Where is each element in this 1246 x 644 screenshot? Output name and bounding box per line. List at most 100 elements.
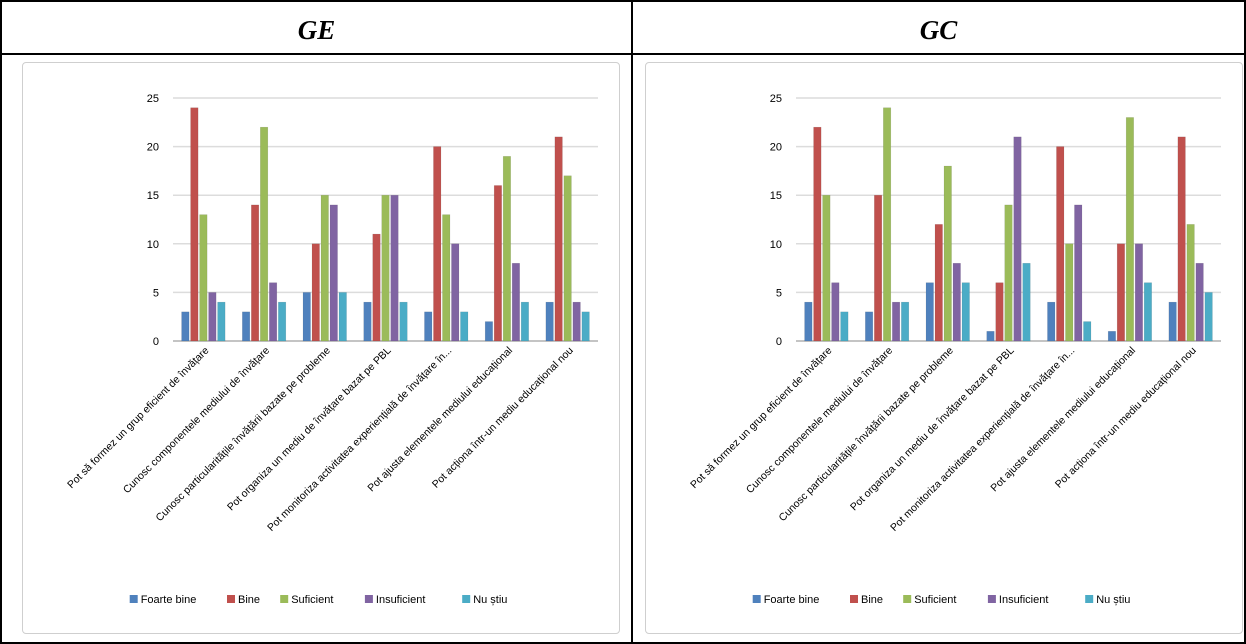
y-tick-label: 10 xyxy=(147,239,159,251)
panel-title-gc: GC xyxy=(919,15,958,45)
bar xyxy=(952,262,961,342)
bar xyxy=(493,185,502,342)
bar xyxy=(1056,146,1065,342)
bar xyxy=(329,204,338,342)
legend-swatch xyxy=(364,595,373,603)
bar xyxy=(1177,136,1186,342)
bar xyxy=(433,146,442,342)
bar xyxy=(302,292,311,342)
bar xyxy=(901,301,910,342)
bar xyxy=(1195,262,1204,342)
bar xyxy=(208,292,217,342)
bar xyxy=(563,175,572,342)
y-tick-label: 10 xyxy=(770,239,782,251)
y-tick-label: 0 xyxy=(776,336,782,348)
x-category-label: Pot acționa într-un mediu educațional no… xyxy=(1053,345,1199,491)
bar xyxy=(874,194,883,342)
bar xyxy=(1047,301,1056,342)
bar xyxy=(190,107,199,342)
bar xyxy=(822,194,831,342)
bar xyxy=(554,136,563,342)
y-tick-label: 5 xyxy=(153,287,159,299)
y-tick-label: 0 xyxy=(153,336,159,348)
bar xyxy=(1004,204,1013,342)
bar xyxy=(1125,117,1134,342)
legend-label: Foarte bine xyxy=(764,594,820,606)
legend: Foarte bine Bine Suficient Insuficient Nu șt… xyxy=(129,594,507,606)
x-category-label: Pot acționa într-un mediu educațional no… xyxy=(430,345,576,491)
bar xyxy=(269,282,278,342)
bar xyxy=(986,331,995,342)
table-border-top xyxy=(0,0,1246,2)
bar xyxy=(311,243,320,342)
bar xyxy=(943,165,952,342)
bar xyxy=(399,301,408,342)
bar xyxy=(251,204,260,342)
bar xyxy=(260,126,269,342)
bar xyxy=(1083,321,1092,342)
bar xyxy=(424,311,433,342)
bar xyxy=(1022,262,1031,342)
bar xyxy=(242,311,251,342)
legend-swatch xyxy=(227,595,235,603)
bar xyxy=(278,301,287,342)
bar xyxy=(381,194,390,342)
bar xyxy=(451,243,460,342)
bar xyxy=(181,311,190,342)
legend-label: Nu știu xyxy=(473,594,507,606)
y-tick-label: 25 xyxy=(770,93,782,105)
legend-swatch xyxy=(752,595,761,603)
legend-swatch xyxy=(129,595,138,603)
bar xyxy=(961,282,970,342)
table-border-bottom xyxy=(0,642,1246,644)
bar xyxy=(1107,331,1116,342)
bar xyxy=(572,301,581,342)
legend-swatch xyxy=(280,595,289,603)
table-border-right xyxy=(1244,0,1246,644)
bar xyxy=(1186,224,1195,342)
bar xyxy=(363,301,372,342)
bar xyxy=(581,311,590,342)
chart-frame-gc: 0 5 10 15 20 25 Pot să formez un grup eficient… xyxy=(645,62,1243,634)
legend-swatch xyxy=(850,595,858,603)
legend-label: Insuficient xyxy=(999,594,1049,606)
legend-label: Bine xyxy=(861,594,883,606)
bar xyxy=(511,262,520,342)
y-tick-label: 5 xyxy=(776,287,782,299)
bar xyxy=(865,311,874,342)
bar xyxy=(1074,204,1083,342)
legend-swatch xyxy=(1085,595,1094,603)
table-column-divider xyxy=(631,0,633,644)
legend-label: Foarte bine xyxy=(141,594,197,606)
bar xyxy=(804,301,813,342)
bar xyxy=(199,214,208,342)
bar xyxy=(1013,136,1022,342)
y-tick-label: 25 xyxy=(147,93,159,105)
bar xyxy=(217,301,226,342)
bar xyxy=(372,233,381,342)
y-tick-label: 15 xyxy=(770,190,782,202)
bar xyxy=(338,292,347,342)
bar xyxy=(840,311,849,342)
bar xyxy=(831,282,840,342)
bar xyxy=(1116,243,1125,342)
y-tick-label: 20 xyxy=(770,142,782,154)
bar xyxy=(484,321,493,342)
bar xyxy=(442,214,451,342)
legend-label: Insuficient xyxy=(376,594,426,606)
y-tick-label: 15 xyxy=(147,190,159,202)
y-tick-label: 20 xyxy=(147,142,159,154)
legend-swatch xyxy=(987,595,996,603)
bar xyxy=(934,224,943,342)
legend-swatch xyxy=(462,595,471,603)
bar xyxy=(520,301,529,342)
bar xyxy=(892,301,901,342)
bar xyxy=(1168,301,1177,342)
bar xyxy=(502,156,511,342)
bar xyxy=(813,126,822,342)
table-header-divider xyxy=(0,53,1246,55)
